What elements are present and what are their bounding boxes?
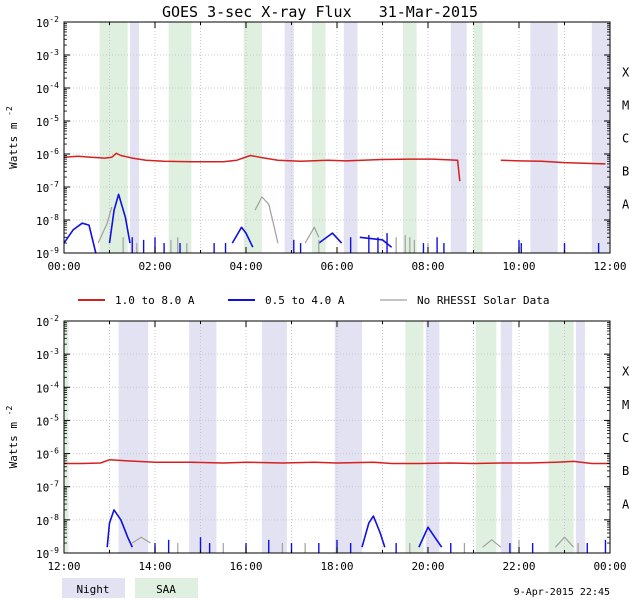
flare-class-label: C bbox=[622, 431, 629, 445]
bottom-panel: 12:00 14:00 16:00 18:00 20:00 22:00 00:00 10-2 1… bbox=[5, 314, 630, 573]
y-tick-label: 10-7 bbox=[36, 480, 59, 495]
night-interval bbox=[118, 321, 149, 553]
x-tick-label: 08:00 bbox=[411, 260, 444, 273]
legend-label: 0.5 to 4.0 A bbox=[265, 294, 345, 307]
x-tick-label: 14:00 bbox=[138, 560, 171, 573]
legend: 1.0 to 8.0 A 0.5 to 4.0 A No RHESSI Solar … bbox=[78, 294, 549, 307]
series-long-line bbox=[63, 152, 606, 182]
x-tick-label: 10:00 bbox=[502, 260, 535, 273]
night-interval bbox=[450, 22, 467, 253]
y-tick-label: 10-3 bbox=[36, 347, 59, 362]
y-tick-label: 10-5 bbox=[36, 413, 59, 428]
y-tick-label: 10-2 bbox=[36, 15, 59, 30]
saa-interval bbox=[402, 22, 417, 253]
night-interval bbox=[129, 22, 140, 253]
flare-class-label: B bbox=[622, 165, 629, 179]
night-interval bbox=[261, 321, 287, 553]
flare-class-label: B bbox=[622, 464, 629, 478]
series-short-line bbox=[63, 193, 393, 254]
y-tick-label: 10-9 bbox=[36, 246, 59, 261]
y-tick-label: 10-2 bbox=[36, 314, 59, 329]
saa-interval bbox=[243, 22, 262, 253]
legend-label: 1.0 to 8.0 A bbox=[115, 294, 195, 307]
shade-legend-box bbox=[135, 578, 198, 598]
footer-timestamp: 9-Apr-2015 22:45 bbox=[514, 587, 610, 598]
flare-class-label: C bbox=[622, 132, 629, 146]
y-tick-label: 10-8 bbox=[36, 513, 59, 528]
shade-legend-label: Night bbox=[76, 583, 109, 596]
night-interval bbox=[591, 22, 610, 253]
night-interval bbox=[500, 321, 513, 553]
night-interval bbox=[334, 321, 363, 553]
shade-legend: Night SAA bbox=[62, 578, 198, 598]
flare-class-label: M bbox=[622, 398, 629, 412]
night-interval bbox=[189, 321, 217, 553]
saa-interval bbox=[405, 321, 424, 553]
flare-class-label: M bbox=[622, 99, 629, 113]
plot-frame bbox=[63, 21, 611, 254]
x-tick-label: 02:00 bbox=[138, 260, 171, 273]
series-gray-line bbox=[131, 536, 575, 548]
x-tick-label: 04:00 bbox=[229, 260, 262, 273]
y-axis-label: Watts m -2 bbox=[5, 106, 20, 169]
flare-class-label: X bbox=[622, 365, 630, 379]
y-tick-label: 10-6 bbox=[36, 447, 59, 462]
y-tick-label: 10-9 bbox=[36, 546, 59, 561]
y-tick-label: 10-7 bbox=[36, 180, 59, 195]
night-interval bbox=[425, 321, 440, 553]
x-tick-label: 16:00 bbox=[229, 560, 262, 573]
x-tick-label: 00:00 bbox=[593, 560, 626, 573]
y-tick-label: 10-4 bbox=[36, 380, 59, 395]
top-panel: 00:00 02:00 04:00 06:00 08:00 10:00 12:00 10-2 1… bbox=[5, 15, 630, 273]
night-interval bbox=[530, 22, 558, 253]
night-interval bbox=[284, 22, 294, 253]
series-long-line bbox=[64, 459, 610, 465]
x-tick-label: 20:00 bbox=[411, 560, 444, 573]
flare-class-label: A bbox=[622, 198, 630, 212]
saa-interval bbox=[168, 22, 192, 253]
x-tick-label: 06:00 bbox=[320, 260, 353, 273]
y-tick-label: 10-6 bbox=[36, 147, 59, 162]
night-interval bbox=[575, 321, 585, 553]
series-short-line bbox=[106, 509, 443, 548]
saa-interval bbox=[548, 321, 574, 553]
shade-legend-box bbox=[62, 578, 125, 598]
x-tick-label: 12:00 bbox=[47, 560, 80, 573]
y-tick-label: 10-8 bbox=[36, 213, 59, 228]
saa-interval bbox=[64, 321, 69, 553]
saa-interval bbox=[475, 321, 497, 553]
series-gray-line bbox=[97, 196, 320, 244]
y-tick-label: 10-3 bbox=[36, 48, 59, 63]
x-tick-label: 18:00 bbox=[320, 560, 353, 573]
saa-interval bbox=[473, 22, 483, 253]
legend-label: No RHESSI Solar Data bbox=[417, 294, 549, 307]
chart-title: GOES 3-sec X-ray Flux 31-Mar-2015 bbox=[162, 3, 478, 21]
flare-class-label: X bbox=[622, 66, 630, 80]
night-interval bbox=[343, 22, 358, 253]
y-tick-label: 10-4 bbox=[36, 81, 59, 96]
x-tick-label: 00:00 bbox=[47, 260, 80, 273]
shade-legend-label: SAA bbox=[156, 583, 176, 596]
saa-interval bbox=[311, 22, 326, 253]
x-tick-label: 22:00 bbox=[502, 560, 535, 573]
y-axis-label: Watts m -2 bbox=[5, 406, 20, 469]
x-tick-label: 12:00 bbox=[593, 260, 626, 273]
y-tick-label: 10-5 bbox=[36, 114, 59, 129]
flare-class-label: A bbox=[622, 497, 630, 511]
